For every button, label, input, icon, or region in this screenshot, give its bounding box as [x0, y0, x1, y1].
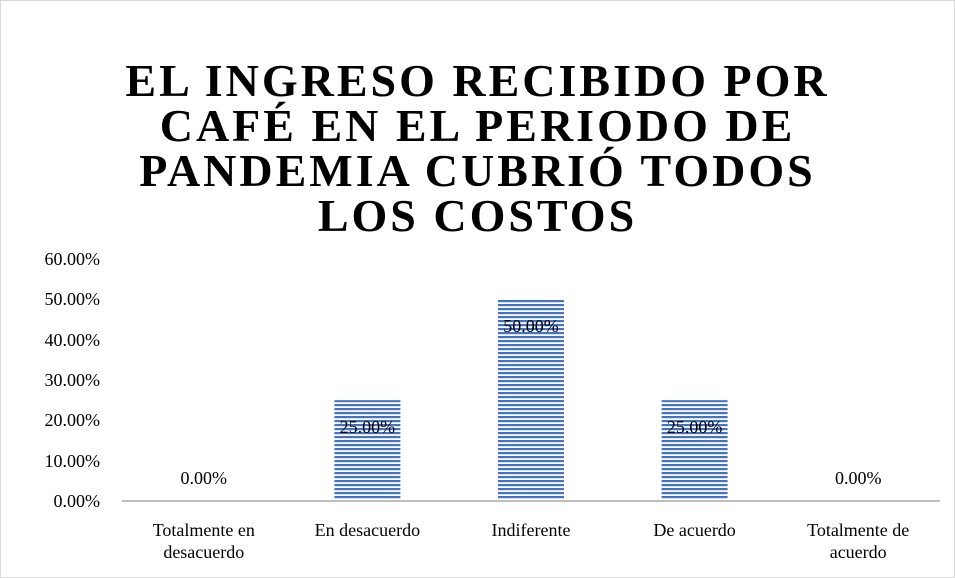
y-tick-label: 60.00%	[44, 249, 101, 269]
x-tick-label: Totalmente de acuerdo	[807, 520, 910, 562]
data-label: 25.00%	[339, 417, 396, 438]
data-label: 0.00%	[834, 468, 882, 488]
y-tick-label: 40.00%	[44, 329, 101, 350]
bar	[661, 400, 728, 501]
data-label: 50.00%	[503, 316, 559, 337]
chart-title: EL INGRESO RECIBIDO POR CAFÉ EN EL PERIO…	[125, 55, 830, 241]
bar	[498, 299, 564, 501]
x-tick-label: De acuerdo	[653, 520, 736, 540]
bar	[334, 400, 401, 501]
y-tick-label: 0.00%	[53, 491, 101, 511]
y-tick-label: 20.00%	[44, 410, 101, 431]
x-tick-label: Totalmente en desacuerdo	[152, 520, 255, 562]
y-tick-label: 10.00%	[44, 450, 101, 471]
x-tick-label: En desacuerdo	[314, 520, 421, 540]
data-label: 25.00%	[666, 417, 723, 438]
data-label: 0.00%	[180, 468, 228, 488]
y-tick-label: 30.00%	[44, 370, 101, 390]
x-tick-label: Indiferente	[491, 520, 571, 540]
y-tick-label: 50.00%	[44, 289, 101, 310]
